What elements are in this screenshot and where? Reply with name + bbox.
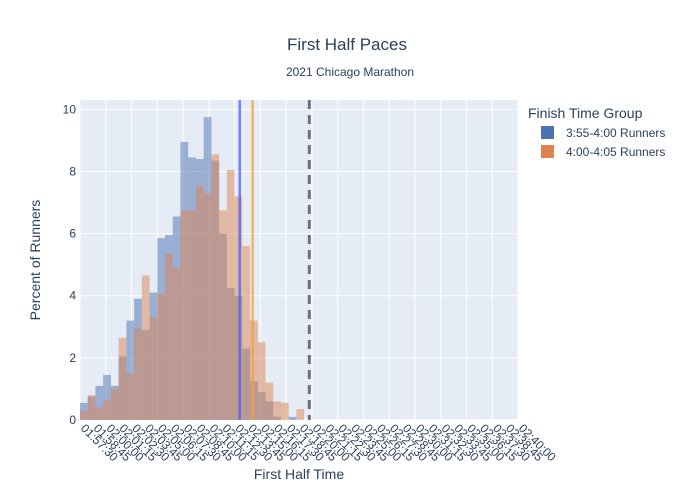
bar-series-1[interactable] [273, 401, 281, 420]
bar-series-1[interactable] [87, 395, 96, 420]
chart-subtitle: 2021 Chicago Marathon [286, 65, 414, 79]
bar-series-1[interactable] [203, 193, 212, 420]
legend[interactable]: Finish Time Group 3:55-4:00 Runners 4:00… [528, 105, 665, 159]
bar-series-1[interactable] [188, 210, 196, 420]
x-ticks: 01:57:3001:58:4502:00:0002:01:1502:02:30… [78, 421, 559, 464]
bar-series-1[interactable] [296, 409, 305, 420]
bar-series-1[interactable] [265, 382, 274, 420]
bar-series-0[interactable] [95, 385, 104, 420]
legend-label: 4:00-4:05 Runners [566, 145, 665, 159]
bars [80, 117, 305, 421]
y-tick-label: 8 [69, 164, 76, 178]
bar-series-1[interactable] [250, 320, 258, 420]
bar-series-1[interactable] [118, 337, 127, 420]
bar-series-1[interactable] [134, 328, 142, 420]
bar-series-1[interactable] [80, 410, 88, 420]
legend-item-series-0[interactable]: 3:55-4:00 Runners [541, 126, 665, 140]
bar-series-1[interactable] [180, 210, 189, 420]
bar-series-1[interactable] [172, 267, 181, 420]
x-axis-label: First Half Time [254, 466, 344, 482]
y-tick-label: 4 [69, 289, 76, 303]
bar-series-1[interactable] [219, 210, 227, 420]
legend-label: 3:55-4:00 Runners [566, 126, 665, 140]
bar-series-1[interactable] [141, 275, 150, 420]
bar-series-1[interactable] [110, 388, 119, 420]
bar-series-1[interactable] [280, 402, 289, 420]
bar-series-1[interactable] [103, 399, 111, 420]
legend-item-series-1[interactable]: 4:00-4:05 Runners [541, 145, 665, 159]
y-tick-label: 2 [69, 351, 76, 365]
bar-series-0[interactable] [288, 416, 297, 420]
legend-swatch [541, 145, 554, 158]
legend-swatch [541, 126, 554, 139]
bar-series-1[interactable] [257, 342, 266, 420]
chart-title: First Half Paces [287, 35, 407, 54]
y-tick-label: 10 [63, 102, 77, 116]
bar-series-1[interactable] [211, 154, 220, 420]
reference-lines [238, 100, 311, 420]
y-tick-label: 6 [69, 227, 76, 241]
bar-series-1[interactable] [149, 317, 158, 420]
bar-series-1[interactable] [195, 185, 204, 420]
bar-series-1[interactable] [226, 169, 235, 420]
bar-series-1[interactable] [234, 196, 243, 420]
y-tick-label: 0 [69, 413, 76, 427]
bar-series-1[interactable] [95, 407, 104, 420]
bar-series-1[interactable] [157, 294, 166, 420]
bar-series-1[interactable] [126, 373, 135, 420]
bar-series-0[interactable] [126, 320, 135, 420]
y-ticks: 0 2 4 6 8 10 [63, 102, 77, 427]
y-axis-label: Percent of Runners [27, 200, 43, 321]
bar-series-0[interactable] [103, 374, 111, 420]
bar-series-1[interactable] [165, 253, 173, 420]
legend-title: Finish Time Group [528, 105, 643, 121]
bar-series-1[interactable] [242, 246, 251, 420]
